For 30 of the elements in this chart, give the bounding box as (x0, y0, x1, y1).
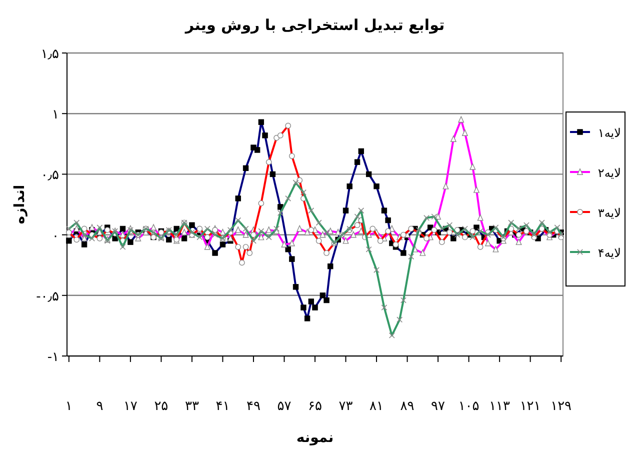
x-tick-label: ۸۹ (400, 399, 414, 414)
chart-title: توابع تبدیل استخراجی با روش وینر (184, 16, 445, 34)
legend-label: لایه۳ (598, 206, 621, 220)
x-tick-label: ۴۹ (246, 399, 260, 414)
x-tick-label: ۵۷ (277, 399, 292, 414)
y-tick-label: -۱ (47, 350, 59, 365)
x-tick-label: ۹۷ (431, 399, 446, 414)
y-tick-label: -۰٫۵ (36, 289, 60, 304)
x-tick-label: ۳۳ (184, 399, 199, 414)
legend-label: لایه۱ (598, 126, 621, 140)
x-tick-label: ۱۲۹ (550, 399, 572, 414)
y-tick-label: ۱ (52, 108, 59, 123)
y-tick-label: ۰ (52, 228, 59, 244)
x-tick-label: ۶۵ (308, 399, 322, 414)
x-tick-label: ۹ (96, 399, 104, 414)
legend-label: لایه۴ (598, 246, 621, 260)
x-tick-label: ۱۱۳ (489, 399, 510, 414)
x-tick-label: ۱ (65, 399, 72, 414)
x-tick-label: ۴۱ (216, 399, 230, 414)
x-axis-title: نمونه (296, 430, 334, 446)
y-axis-title: اندازه (12, 184, 28, 224)
y-tick-label: ۱٫۵ (40, 47, 60, 62)
x-tick-label: ۱۷ (123, 399, 138, 414)
y-tick-label: ۰٫۵ (40, 168, 60, 184)
x-tick-label: ۸۱ (370, 399, 384, 414)
x-tick-label: ۷۳ (338, 399, 353, 414)
x-tick-label: ۱۲۱ (520, 399, 541, 414)
x-tick-label: ۱۰۵ (458, 399, 480, 414)
x-tick-label: ۲۵ (154, 399, 168, 414)
legend-label: لایه۲ (598, 166, 621, 180)
